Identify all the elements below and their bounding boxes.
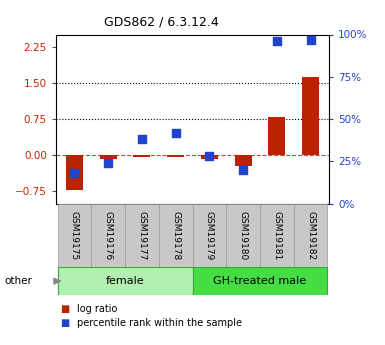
Text: ■: ■ [60,318,69,327]
Point [172,130,179,135]
Bar [260,204,294,267]
Bar [201,155,218,159]
Point [308,37,314,42]
Point [71,170,77,176]
Text: GSM19178: GSM19178 [171,211,180,260]
Text: percentile rank within the sample: percentile rank within the sample [77,318,242,327]
Bar [167,155,184,157]
Text: female: female [106,276,144,286]
Point [240,167,246,172]
Bar [125,204,159,267]
Point [206,154,213,159]
Bar [100,155,117,159]
Bar [302,77,319,155]
Text: GSM19175: GSM19175 [70,211,79,260]
Bar [57,204,91,267]
Text: GSM19179: GSM19179 [205,211,214,260]
Text: log ratio: log ratio [77,304,117,314]
Text: GSM19177: GSM19177 [137,211,146,260]
Text: GSM19180: GSM19180 [239,211,248,260]
Bar [192,204,226,267]
Bar [159,204,192,267]
Text: other: other [5,276,32,286]
Point [274,39,280,44]
Text: GH-treated male: GH-treated male [213,276,306,286]
Bar [226,204,260,267]
Bar [66,155,83,190]
Bar [134,155,150,157]
Bar [294,204,328,267]
Text: GSM19181: GSM19181 [272,211,281,260]
Point [105,160,111,166]
Text: GSM19176: GSM19176 [104,211,113,260]
Point [139,137,145,142]
Text: GDS862 / 6.3.12.4: GDS862 / 6.3.12.4 [104,16,219,29]
Bar [192,267,328,295]
Text: GSM19182: GSM19182 [306,211,315,260]
Bar [268,117,285,155]
Bar [57,267,192,295]
Bar [91,204,125,267]
Text: ■: ■ [60,304,69,314]
Bar [235,155,251,166]
